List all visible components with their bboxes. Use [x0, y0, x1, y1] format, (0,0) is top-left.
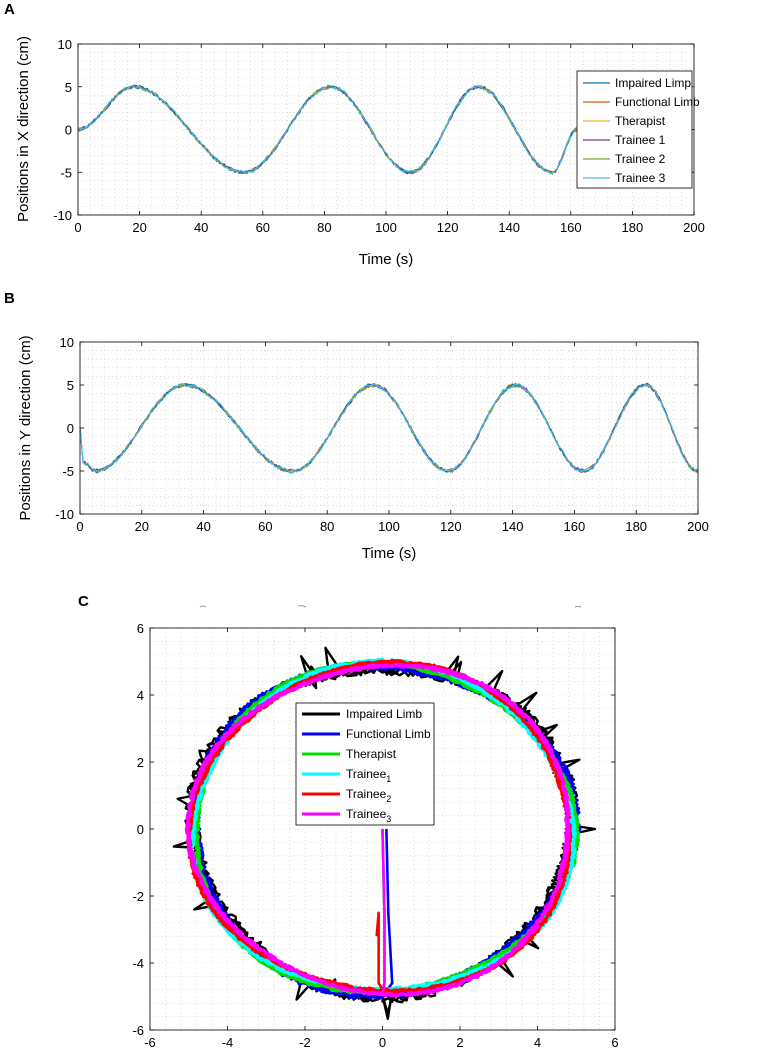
grid	[79, 341, 699, 515]
x-axis-label: Time (s)	[362, 545, 416, 562]
y-tick-label: -2	[132, 889, 144, 904]
legend: Impaired Limb Functional Limb Therapist Tra…	[295, 702, 435, 826]
y-tick-label: -5	[62, 464, 74, 479]
x-tick-label: 200	[683, 220, 705, 235]
legend-label: Therapist	[615, 114, 666, 128]
x-tick-label: 140	[502, 519, 524, 534]
x-tick-label: 120	[437, 220, 459, 235]
x-tick-label: 60	[258, 519, 272, 534]
y-tick-label: 6	[137, 621, 144, 636]
x-tick-label: 180	[622, 220, 644, 235]
y-tick-label: 0	[65, 123, 72, 138]
x-tick-label: 160	[564, 519, 586, 534]
x-tick-label: 40	[194, 220, 208, 235]
x-tick-label: 80	[320, 519, 334, 534]
y-axis-label: Positions in Y direction (cm)	[17, 335, 34, 520]
legend-label: Impaired Limb	[346, 707, 422, 721]
trajectory-trainee-3	[184, 662, 572, 998]
y-tick-label: 5	[67, 378, 74, 393]
axes-frame	[149, 627, 616, 1031]
legend: Impaired Limp Functional Limb Therapist Tra…	[576, 70, 700, 189]
y-tick-label: -4	[132, 956, 144, 971]
x-tick-label: 20	[135, 519, 149, 534]
x-tick-label: 60	[256, 220, 270, 235]
legend-box	[576, 70, 693, 189]
x-tick-label: 20	[132, 220, 146, 235]
stray-marks	[199, 605, 582, 608]
y-tick-label: 0	[137, 822, 144, 837]
panel-letter: B	[4, 290, 15, 307]
chart-panel-b: B 0 20 40 60 80 100 120 140 160 180 200 -10 -5 0 5 10 Tim…	[4, 290, 709, 562]
legend-label: Trainee2	[346, 787, 391, 804]
x-tick-label: 6	[611, 1035, 618, 1049]
y-tick-label: -10	[53, 208, 72, 223]
y-tick-label: 10	[58, 37, 72, 52]
panel-letter: C	[78, 593, 89, 610]
x-tick-label: 4	[534, 1035, 541, 1049]
x-tick-label: -2	[299, 1035, 311, 1049]
x-tick-label: 200	[687, 519, 709, 534]
y-tick-label: 10	[60, 335, 74, 350]
y-tick-label: -10	[55, 507, 74, 522]
x-tick-label: 0	[76, 519, 83, 534]
legend-label: Trainee 3	[615, 171, 666, 185]
x-tick-label: -6	[144, 1035, 156, 1049]
x-tick-label: 40	[196, 519, 210, 534]
legend-label: Trainee3	[346, 807, 391, 824]
chart-panel-c: C -6 -4 -2 0 2 4 6 -6 -4 -2 0 2 4 6 Impaired Limb Functi…	[78, 593, 619, 1049]
y-tick-label: -6	[132, 1023, 144, 1038]
legend-label: Impaired Limp	[615, 76, 691, 90]
x-tick-label: 2	[456, 1035, 463, 1049]
y-tick-label: 4	[137, 688, 144, 703]
y-axis-label: Positions in X direction (cm)	[15, 36, 32, 222]
x-tick-label: -4	[222, 1035, 234, 1049]
y-tick-label: 5	[65, 80, 72, 95]
legend-box	[295, 702, 435, 826]
y-tick-label: 0	[67, 421, 74, 436]
panel-letter: A	[4, 1, 15, 18]
legend-label: Functional Limb	[346, 727, 431, 741]
x-tick-label: 180	[625, 519, 647, 534]
x-axis-label: Time (s)	[359, 251, 413, 268]
chart-panel-a: A 0 20 40 60 80 100 120 140 160 180 200 -10 -5 0 5 10 Tim…	[4, 1, 705, 268]
y-tick-label: -5	[60, 165, 72, 180]
series-line-trainee-3	[77, 84, 577, 175]
x-tick-label: 160	[560, 220, 582, 235]
x-tick-label: 140	[498, 220, 520, 235]
x-tick-label: 100	[378, 519, 400, 534]
legend-label: Trainee 1	[615, 133, 666, 147]
x-tick-label: 80	[317, 220, 331, 235]
legend-label: Trainee1	[346, 767, 391, 784]
y-tick-label: 2	[137, 755, 144, 770]
x-tick-label: 0	[379, 1035, 386, 1049]
legend-label: Functional Limb	[615, 95, 700, 109]
trajectories	[172, 646, 597, 1021]
legend-label: Trainee 2	[615, 152, 666, 166]
axes-frame	[79, 341, 699, 515]
grid	[77, 43, 695, 216]
series-line-trainee-3	[79, 382, 699, 474]
x-tick-label: 0	[74, 220, 81, 235]
x-tick-label: 100	[375, 220, 397, 235]
x-tick-label: 120	[440, 519, 462, 534]
axes-frame	[77, 43, 695, 216]
legend-label: Therapist	[346, 747, 397, 761]
